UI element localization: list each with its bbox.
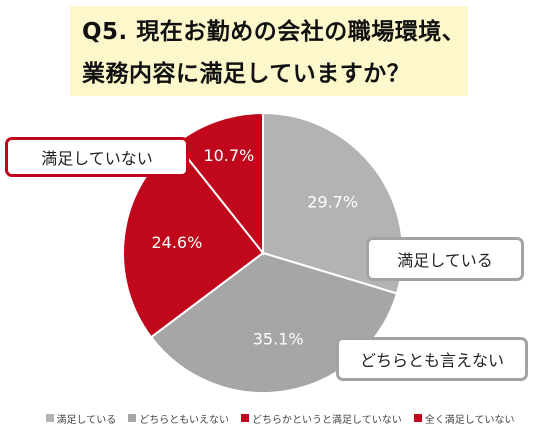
legend-item-0: 満足している bbox=[45, 411, 117, 426]
legend-label-1: どちらともいえない bbox=[139, 414, 230, 426]
legend-label-2: どちらかというと満足していない bbox=[252, 414, 402, 426]
data-label-1: 35.1% bbox=[253, 329, 304, 348]
pie-slice-1 bbox=[149, 251, 399, 394]
legend-item-3: 全く満足していない bbox=[413, 411, 515, 426]
callout-satisfied: 満足している bbox=[366, 237, 524, 281]
title-box bbox=[70, 6, 468, 96]
legend-swatch-1 bbox=[128, 414, 137, 422]
chart-legend: 満足している どちらともいえない どちらかというと満足していない 全く満足していない bbox=[30, 410, 530, 426]
legend-swatch-2 bbox=[241, 414, 250, 422]
callout-not-satisfied: 満足していない bbox=[5, 137, 189, 177]
data-label-2: 24.6% bbox=[151, 233, 202, 252]
legend-label-0: 満足している bbox=[56, 414, 117, 426]
chart-title-line-1: Q5. 現在お勤めの会社の職場環境、 bbox=[82, 19, 466, 45]
callout-neutral: どちらとも言えない bbox=[336, 337, 528, 381]
legend-swatch-3 bbox=[413, 414, 422, 422]
data-label-0: 29.7% bbox=[307, 192, 358, 211]
chart-title-line-2: 業務内容に満足していますか？ bbox=[82, 61, 411, 87]
legend-item-1: どちらともいえない bbox=[128, 411, 229, 426]
legend-item-2: どちらかというと満足していない bbox=[241, 411, 402, 426]
data-label-3: 10.7% bbox=[203, 146, 254, 165]
legend-label-3: 全く満足していない bbox=[424, 414, 515, 426]
legend-swatch-0 bbox=[45, 414, 54, 422]
